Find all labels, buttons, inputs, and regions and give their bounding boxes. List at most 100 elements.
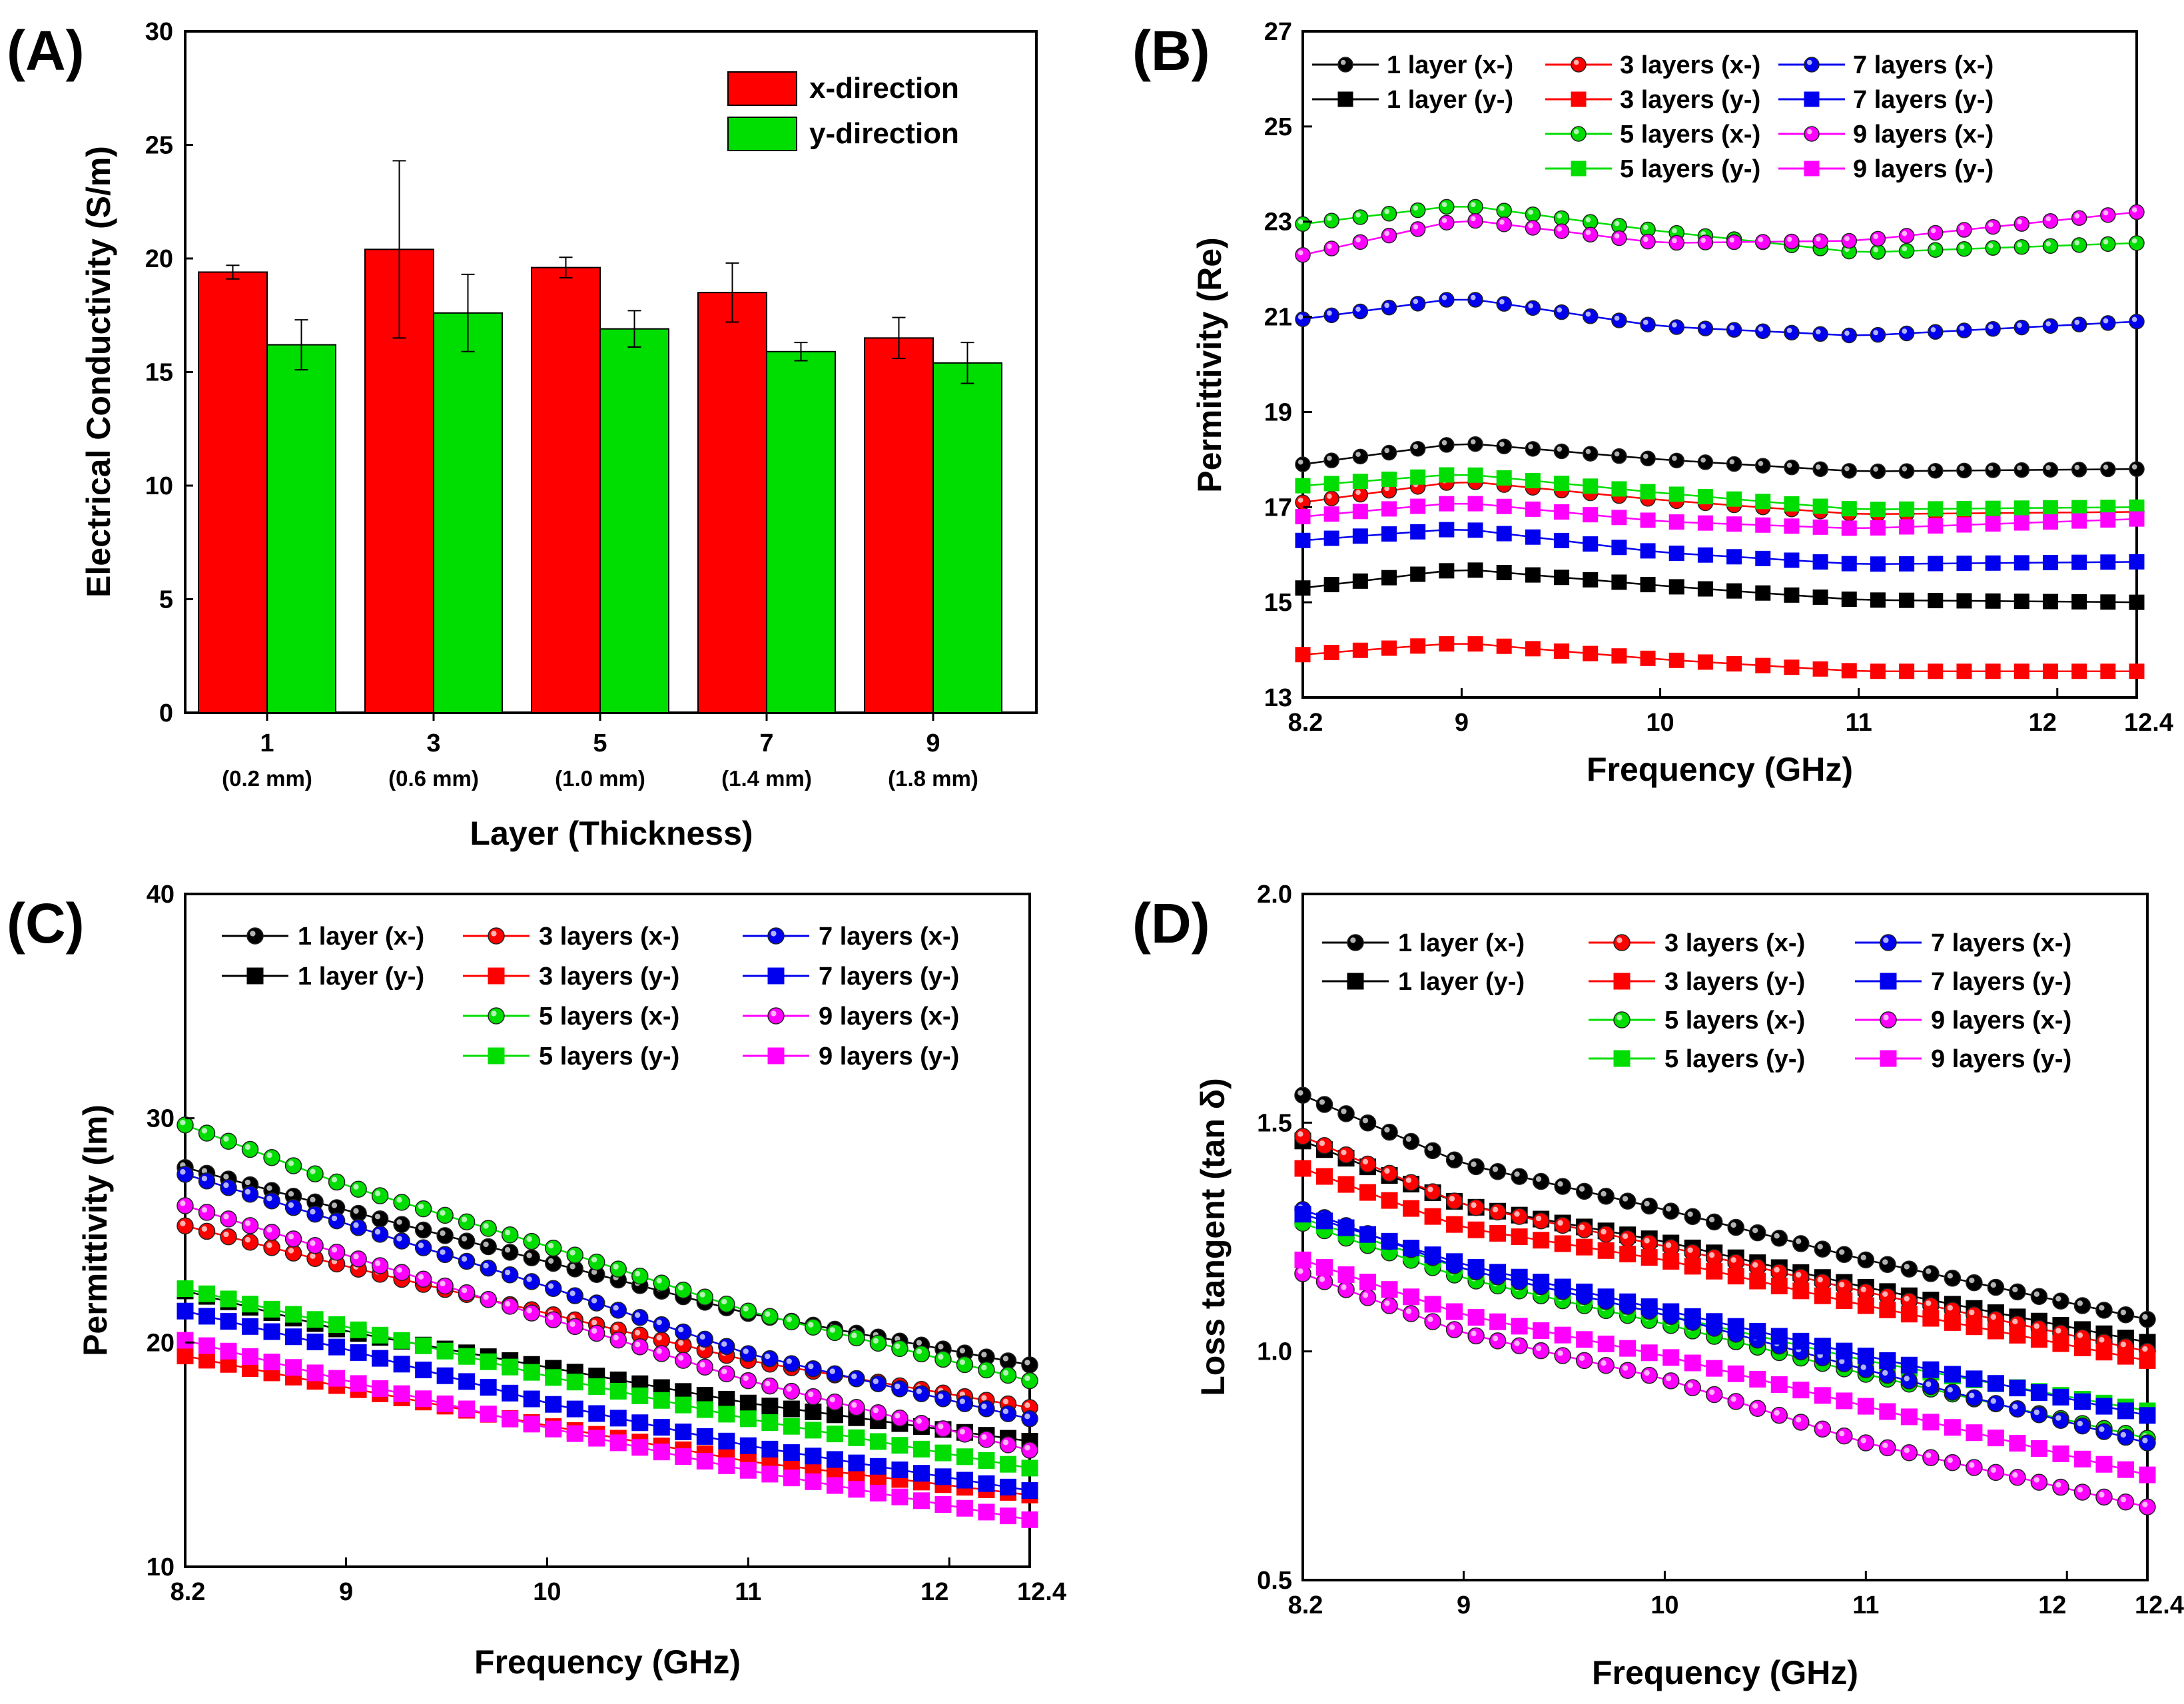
marker-3-layers-x-shine [1579, 1224, 1585, 1230]
marker-9-layers-x [934, 1420, 952, 1438]
marker-7-layers-x [1985, 321, 2001, 337]
y-tick-label: 5 [159, 586, 173, 614]
x-tick-sublabel: (1.4 mm) [721, 766, 812, 791]
legend-marker [1613, 1050, 1631, 1067]
marker-5-layers-x-shine [569, 1250, 575, 1256]
legend-label: 3 layers (x-) [1664, 929, 1805, 957]
marker-3-layers-y [1956, 663, 1972, 679]
marker-7-layers-y [1323, 530, 1339, 546]
marker-5-layers-x [220, 1132, 237, 1150]
marker-5-layers-x-shine [223, 1136, 229, 1142]
marker-7-layers-y [1554, 532, 1570, 548]
marker-5-layers-x-shine [1297, 219, 1303, 224]
marker-7-layers-x-shine [677, 1326, 684, 1333]
marker-7-layers-y [2139, 1407, 2156, 1424]
marker-9-layers-x [1928, 224, 1944, 241]
marker-7-layers-x-shine [2103, 318, 2109, 324]
marker-9-layers-x [1755, 234, 1771, 250]
marker-5-layers-x-shine [851, 1332, 857, 1338]
marker-7-layers-x-shine [1990, 1398, 1997, 1404]
marker-3-layers-y [177, 1348, 194, 1365]
marker-5-layers-x [956, 1356, 974, 1374]
marker-9-layers-y [242, 1348, 259, 1365]
marker-9-layers-y [1294, 1251, 1311, 1268]
marker-7-layers-x [2100, 315, 2116, 331]
marker-5-layers-x [587, 1253, 605, 1271]
x-tick-label: 9 [926, 729, 940, 757]
legend-marker-shine [1806, 129, 1812, 135]
marker-9-layers-x-shine [1405, 1308, 1412, 1314]
x-tick-label: 8.2 [1288, 709, 1323, 737]
marker-1-layer-x-shine [1297, 1090, 1303, 1096]
marker-7-layers-y [1662, 1303, 1680, 1320]
marker-3-layers-y [1928, 663, 1944, 679]
marker-1-layer-x-shine [1535, 1176, 1542, 1182]
marker-7-layers-y [631, 1414, 649, 1432]
marker-7-layers-x-shine [1873, 330, 1878, 336]
marker-7-layers-x-shine [1327, 310, 1332, 316]
marker-1-layer-y [1611, 574, 1627, 590]
marker-9-layers-y [1576, 1331, 1593, 1348]
marker-7-layers-x-shine [938, 1393, 944, 1400]
marker-7-layers-x [718, 1338, 735, 1356]
marker-9-layers-x [1784, 233, 1800, 250]
marker-7-layers-x [956, 1395, 974, 1413]
marker-1-layer-x [1836, 1246, 1853, 1263]
marker-7-layers-x-shine [916, 1388, 922, 1394]
marker-1-layer-x-shine [418, 1224, 424, 1231]
marker-1-layer-x-shine [1904, 1264, 1910, 1270]
marker-7-layers-y [198, 1308, 216, 1325]
legend-label: 9 layers (y-) [1853, 155, 1994, 183]
marker-9-layers-x-shine [829, 1396, 835, 1403]
marker-9-layers-y [1956, 517, 1972, 533]
marker-5-layers-y [523, 1364, 540, 1381]
marker-7-layers-x-shine [547, 1283, 554, 1289]
marker-1-layer-x-shine [1926, 1268, 1932, 1274]
marker-5-layers-y [848, 1429, 865, 1446]
series-line-5-layers-x [1302, 206, 2137, 253]
marker-9-layers-x-shine [1557, 226, 1563, 232]
marker-9-layers-x [2030, 1474, 2048, 1491]
marker-9-layers-y [609, 1434, 627, 1452]
marker-5-layers-x [350, 1180, 367, 1198]
marker-7-layers-x [1956, 322, 1972, 338]
marker-7-layers-x [1582, 308, 1599, 324]
marker-1-layer-x [1315, 1096, 1333, 1113]
marker-1-layer-x [1870, 463, 1886, 480]
legend-marker-shine [771, 1011, 777, 1017]
marker-3-layers-x-shine [1622, 1233, 1629, 1239]
marker-7-layers-y [285, 1328, 302, 1346]
marker-7-layers-y [566, 1400, 583, 1418]
marker-7-layers-y [1985, 555, 2001, 571]
marker-3-layers-y [1640, 650, 1656, 666]
marker-5-layers-x [393, 1194, 410, 1211]
marker-7-layers-x [501, 1266, 519, 1284]
legend-marker [1804, 161, 1820, 177]
marker-5-layers-x [1956, 240, 1972, 257]
legend-label: 3 layers (y-) [539, 963, 679, 991]
marker-5-layers-y [480, 1353, 497, 1370]
marker-5-layers-y [696, 1401, 713, 1418]
marker-7-layers-y [2117, 1402, 2134, 1420]
marker-9-layers-y [1496, 498, 1512, 514]
marker-9-layers-x [414, 1270, 432, 1288]
legend-swatch [727, 117, 797, 151]
marker-7-layers-y [2100, 554, 2116, 570]
marker-5-layers-x [869, 1334, 887, 1352]
marker-5-layers-x-shine [1873, 247, 1878, 252]
marker-7-layers-x-shine [1815, 329, 1821, 334]
marker-3-layers-x [1554, 1216, 1571, 1234]
marker-1-layer-x [2117, 1306, 2135, 1324]
marker-5-layers-x-shine [396, 1197, 402, 1203]
marker-3-layers-y [1489, 1224, 1507, 1242]
marker-1-layer-x-shine [266, 1185, 272, 1191]
marker-3-layers-y [1900, 1306, 1918, 1323]
marker-3-layers-y [1294, 1160, 1311, 1177]
marker-7-layers-x-shine [1557, 307, 1563, 313]
marker-7-layers-x-shine [699, 1334, 705, 1340]
marker-7-layers-x [631, 1309, 649, 1326]
marker-1-layer-x-shine [1024, 1360, 1030, 1366]
marker-9-layers-x-shine [873, 1407, 879, 1414]
marker-7-layers-y [869, 1458, 887, 1475]
marker-7-layers-y [1879, 1352, 1896, 1369]
